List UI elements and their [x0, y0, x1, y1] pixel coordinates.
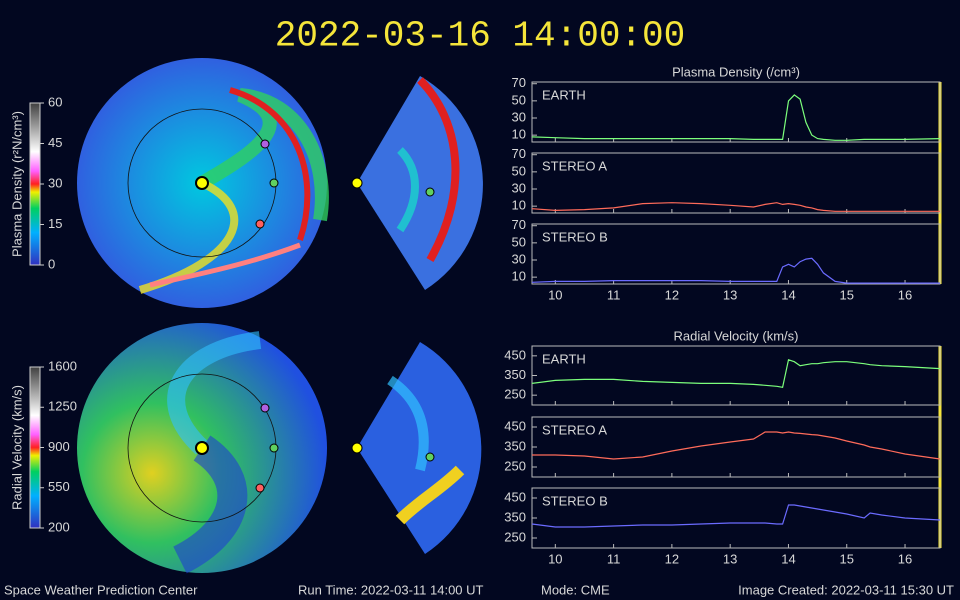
panel-frame [531, 223, 941, 285]
x-tick-label: 10 [548, 287, 562, 302]
velocity-polar [77, 323, 327, 574]
footer-org: Space Weather Prediction Center [4, 582, 198, 597]
y-tick-label: 30 [512, 109, 526, 124]
y-tick-label: 250 [504, 458, 526, 473]
x-tick-label: 16 [898, 551, 912, 566]
footer-run-time: Run Time: 2022-03-11 14:00 UT [298, 582, 484, 597]
series-line [531, 504, 941, 528]
y-tick-label: 10 [512, 269, 526, 284]
x-tick-label: 15 [840, 551, 854, 566]
x-tick-label: 14 [781, 287, 795, 302]
y-tick-label: 50 [512, 234, 526, 249]
series-label: STEREO A [542, 158, 607, 173]
y-tick-label: 10 [512, 127, 526, 142]
colorbar-tick-label: 550 [48, 479, 70, 494]
panel-frame [531, 81, 941, 143]
colorbar-tick-label: 1600 [48, 358, 77, 373]
density-polar [77, 58, 329, 308]
series-label: STEREO B [542, 493, 608, 508]
series-line [531, 202, 940, 212]
x-tick-label: 14 [781, 551, 795, 566]
y-tick-label: 10 [512, 198, 526, 213]
series-line [532, 431, 941, 460]
x-tick-label: 13 [723, 287, 737, 302]
series-line [531, 359, 941, 388]
x-tick-label: 11 [607, 551, 621, 566]
colorbar-tick-label: 200 [48, 519, 70, 534]
y-tick-label: 70 [512, 146, 526, 161]
series-line [531, 94, 941, 141]
panel-title: Radial Velocity (km/s) [674, 328, 799, 343]
x-tick-label: 11 [607, 287, 621, 302]
colorbar-title: Plasma Density (r²N/cm³) [9, 111, 24, 257]
y-tick-label: 350 [504, 438, 526, 453]
y-tick-label: 30 [512, 180, 526, 195]
colorbar-tick-label: 900 [48, 439, 70, 454]
panel-title: Plasma Density (/cm³) [672, 64, 800, 79]
velocity-colorbar [29, 366, 41, 529]
footer-mode: Mode: CME [541, 582, 610, 597]
x-tick-label: 16 [898, 287, 912, 302]
colorbar-tick-label: 30 [48, 175, 62, 190]
colorbar-tick-label: 60 [48, 94, 62, 109]
y-tick-label: 30 [512, 251, 526, 266]
x-tick-label: 10 [548, 551, 562, 566]
x-tick-label: 13 [723, 551, 737, 566]
series-label: STEREO A [542, 422, 607, 437]
y-tick-label: 350 [504, 367, 526, 382]
colorbar-tick-label: 45 [48, 135, 62, 150]
y-tick-label: 250 [504, 387, 526, 402]
y-tick-label: 50 [512, 92, 526, 107]
density-colorbar [29, 102, 41, 266]
y-tick-label: 70 [512, 75, 526, 90]
x-tick-label: 12 [665, 287, 679, 302]
colorbar-tick-label: 1250 [48, 399, 77, 414]
y-tick-label: 450 [504, 489, 526, 504]
velocity-cone [351, 342, 482, 554]
y-tick-label: 450 [504, 347, 526, 362]
footer-created: Image Created: 2022-03-11 15:30 UT [738, 582, 954, 597]
series-label: EARTH [542, 351, 586, 366]
y-tick-label: 70 [512, 217, 526, 232]
panel-frame [531, 152, 941, 214]
panel-frame [531, 345, 941, 406]
series-line [531, 257, 940, 284]
colorbar-tick-label: 0 [48, 256, 55, 271]
series-label: STEREO B [542, 229, 608, 244]
colorbar-title: Radial Velocity (km/s) [9, 385, 24, 510]
density-cone [351, 76, 483, 290]
x-tick-label: 12 [665, 551, 679, 566]
timestamp: 2022-03-16 14:00:00 [275, 16, 685, 57]
x-tick-label: 15 [840, 287, 854, 302]
y-tick-label: 350 [504, 509, 526, 524]
y-tick-label: 450 [504, 418, 526, 433]
colorbar-tick-label: 15 [48, 216, 62, 231]
series-label: EARTH [542, 87, 586, 102]
y-tick-label: 50 [512, 163, 526, 178]
y-tick-label: 250 [504, 529, 526, 544]
